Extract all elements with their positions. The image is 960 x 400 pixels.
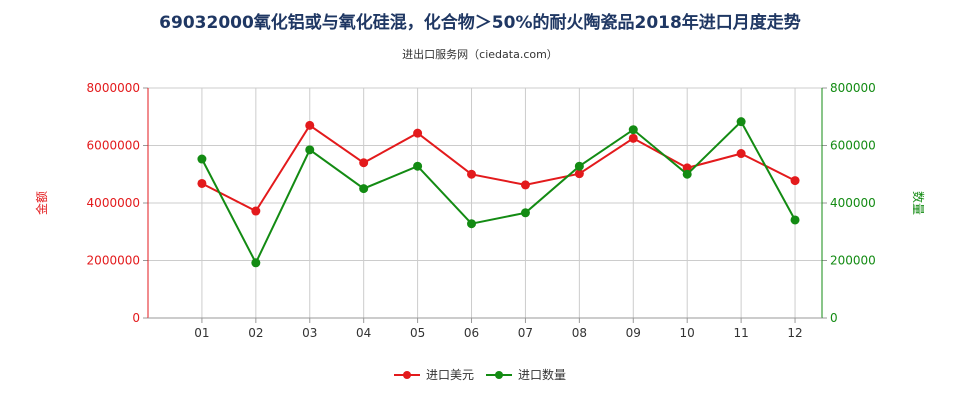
data-point-series1 — [467, 169, 477, 179]
data-point-series2 — [305, 145, 315, 155]
legend-label-2: 进口数量 — [518, 367, 566, 382]
x-tick-label: 10 — [680, 326, 695, 340]
data-point-series2 — [790, 215, 800, 225]
data-point-series2 — [574, 161, 584, 171]
data-point-series2 — [520, 208, 530, 218]
chart-title: 69032000氧化铝或与氧化硅混，化合物＞50%的耐火陶瓷品2018年进口月度… — [159, 13, 801, 33]
data-point-series2 — [628, 125, 638, 135]
data-point-series2 — [467, 219, 477, 229]
chart-subtitle: 进出口服务网（ciedata.com） — [402, 48, 558, 61]
x-tick-label: 09 — [626, 326, 641, 340]
data-point-series1 — [736, 149, 746, 159]
x-tick-label: 07 — [518, 326, 533, 340]
data-point-series1 — [682, 163, 692, 173]
data-point-series1 — [359, 158, 369, 168]
legend-marker-1 — [403, 371, 411, 379]
y-tick-label-right: 200000 — [830, 254, 876, 268]
data-point-series1 — [197, 178, 207, 188]
data-point-series1 — [305, 120, 315, 130]
data-point-series2 — [413, 161, 423, 171]
y-tick-label-right: 800000 — [830, 81, 876, 95]
x-tick-label: 12 — [787, 326, 802, 340]
series-line-1 — [201, 123, 796, 213]
data-point-series1 — [251, 206, 261, 216]
data-point-series1 — [520, 180, 530, 190]
data-point-series1 — [574, 169, 584, 179]
y-tick-label-right: 600000 — [830, 139, 876, 153]
data-point-series2 — [359, 184, 369, 194]
data-point-series1 — [790, 176, 800, 186]
y-tick-label-left: 8000000 — [87, 81, 140, 95]
y-tick-label-right: 0 — [830, 311, 838, 325]
data-point-series2 — [251, 258, 261, 268]
legend-marker-2 — [495, 371, 503, 379]
y-tick-label-left: 6000000 — [87, 139, 140, 153]
y-tick-label-left: 0 — [132, 311, 140, 325]
data-point-series1 — [628, 133, 638, 143]
x-tick-label: 03 — [302, 326, 317, 340]
x-tick-label: 05 — [410, 326, 425, 340]
x-tick-label: 08 — [572, 326, 587, 340]
series-line-2 — [201, 119, 796, 266]
data-point-series1 — [413, 128, 423, 138]
y-tick-label-left: 4000000 — [87, 196, 140, 210]
x-tick-label: 01 — [194, 326, 209, 340]
y-axis-label-left: 金额 — [34, 191, 49, 215]
data-point-series2 — [197, 154, 207, 164]
x-tick-label: 04 — [356, 326, 371, 340]
data-point-series2 — [682, 169, 692, 179]
x-tick-label: 11 — [733, 326, 748, 340]
y-tick-label-right: 400000 — [830, 196, 876, 210]
legend-label-1: 进口美元 — [426, 368, 474, 382]
x-tick-label: 02 — [248, 326, 263, 340]
x-tick-label: 06 — [464, 326, 479, 340]
data-point-series2 — [736, 117, 746, 127]
y-tick-label-left: 2000000 — [87, 254, 140, 268]
y-axis-label-right: 数量 — [911, 191, 926, 215]
